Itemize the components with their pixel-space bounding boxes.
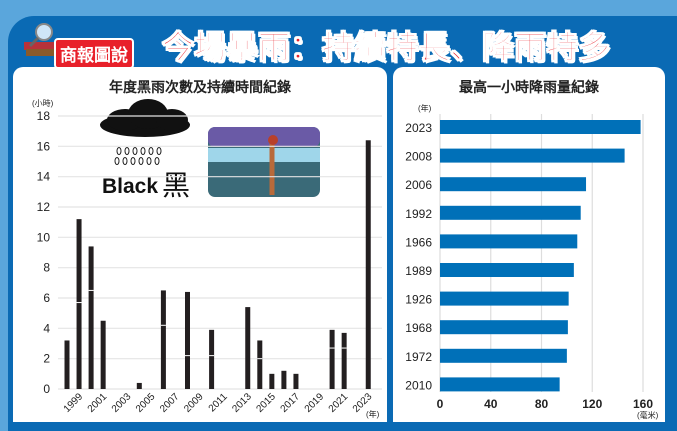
x-tick-label: 2011 (207, 391, 230, 414)
bar-2000 (88, 246, 94, 389)
black-label-zh: 黑 (162, 169, 190, 202)
y-tick-label: 10 (37, 230, 51, 244)
raindrop (132, 147, 138, 155)
bar-2016 (281, 370, 287, 389)
x-tick-label: 1999 (62, 391, 86, 415)
y-tick-label: 6 (43, 291, 50, 305)
x-tick-label: 2015 (254, 391, 278, 415)
chart-title: 最高一小時降雨量紀錄 (459, 79, 599, 95)
raindrop (138, 157, 144, 165)
cloud-icon (100, 99, 190, 137)
y-tick-label: 14 (37, 170, 51, 184)
x-tick-label: 2001 (86, 391, 110, 415)
x-tick-label: 2017 (279, 391, 303, 415)
bar-1972 (440, 348, 567, 363)
x-tick-label: 2021 (327, 391, 351, 415)
y-tick-label: 16 (37, 139, 51, 153)
raindrops-icon (114, 147, 162, 165)
y-tick-label: 2010 (405, 378, 432, 392)
x-tick-label: 120 (582, 397, 602, 411)
y-tick-label: 1968 (405, 321, 432, 335)
y-tick-label: 0 (43, 382, 50, 396)
x-axis-unit: (毫米) (637, 410, 659, 420)
y-axis-unit: (小時) (32, 99, 54, 108)
raindrop (114, 157, 120, 165)
black-rain-panel: 年度黑雨次數及持續時間紀錄 (13, 67, 387, 422)
bar-2014 (257, 340, 263, 389)
bar-2010 (209, 329, 215, 389)
rain-scene-image (208, 127, 320, 197)
bar-2015 (269, 373, 275, 389)
y-tick-label: 2006 (405, 178, 432, 192)
y-axis-unit: (年) (418, 103, 432, 113)
bar-2017 (293, 373, 299, 389)
raindrop (154, 157, 160, 165)
page-title: 今場暴雨：持續特長、降雨特多 (161, 28, 611, 67)
y-tick-label: 2008 (405, 150, 432, 164)
black-label-en: Black (102, 175, 158, 198)
y-tick-label: 8 (43, 261, 50, 275)
bar-2020 (329, 329, 335, 389)
x-tick-label: 40 (484, 397, 498, 411)
bar-2008 (185, 291, 190, 389)
y-tick-label: 1989 (405, 264, 432, 278)
raindrop (146, 157, 152, 165)
section-badge: 商報圖說 (54, 38, 134, 69)
x-tick-label: 80 (535, 397, 549, 411)
bar-1968 (440, 320, 568, 335)
bar-1992 (440, 205, 581, 220)
bar-1999 (76, 219, 82, 389)
y-tick-label: 2023 (405, 121, 432, 135)
y-tick-label: 1926 (405, 293, 432, 307)
x-tick-label: 2019 (303, 391, 327, 415)
raindrop (116, 147, 122, 155)
x-tick-label: 2007 (158, 391, 182, 415)
raindrop (130, 157, 136, 165)
y-tick-label: 1972 (405, 350, 432, 364)
raindrop (140, 147, 146, 155)
x-tick-label: 2005 (134, 391, 158, 415)
raindrop (156, 147, 162, 155)
x-tick-label: 2003 (110, 391, 134, 415)
chart-title: 年度黑雨次數及持續時間紀錄 (109, 79, 291, 95)
x-axis-unit: (年) (366, 409, 380, 419)
y-tick-label: 1966 (405, 235, 432, 249)
bar-2006 (440, 177, 587, 192)
y-tick-label: 4 (43, 321, 50, 335)
raindrop (124, 147, 130, 155)
bar-2023 (365, 140, 371, 389)
x-tick-label: 2009 (182, 391, 206, 415)
bar-2023 (440, 120, 641, 134)
bar-2004 (136, 382, 142, 389)
bar-2010 (440, 377, 560, 392)
y-tick-label: 1992 (405, 207, 432, 221)
y-tick-label: 2 (43, 352, 50, 366)
bar-1926 (440, 291, 569, 306)
bar-2006 (160, 290, 166, 389)
raindrop (148, 147, 154, 155)
magnifier-books-icon (24, 23, 56, 56)
y-tick-label: 12 (37, 200, 51, 214)
x-tick-label: 0 (437, 397, 444, 411)
raindrop (122, 157, 128, 165)
bar-1998 (64, 340, 70, 389)
x-tick-label: 2013 (230, 391, 254, 415)
black-rain-illustration: Black 黑 (100, 99, 320, 202)
bar-2001 (100, 320, 106, 389)
y-tick-label: 18 (37, 109, 51, 123)
bar-2008 (440, 148, 625, 163)
x-tick-label: 160 (633, 397, 653, 411)
bar-1989 (440, 263, 574, 277)
bar-2013 (245, 307, 251, 389)
bar-2021 (341, 332, 347, 389)
bar-1966 (440, 234, 578, 249)
